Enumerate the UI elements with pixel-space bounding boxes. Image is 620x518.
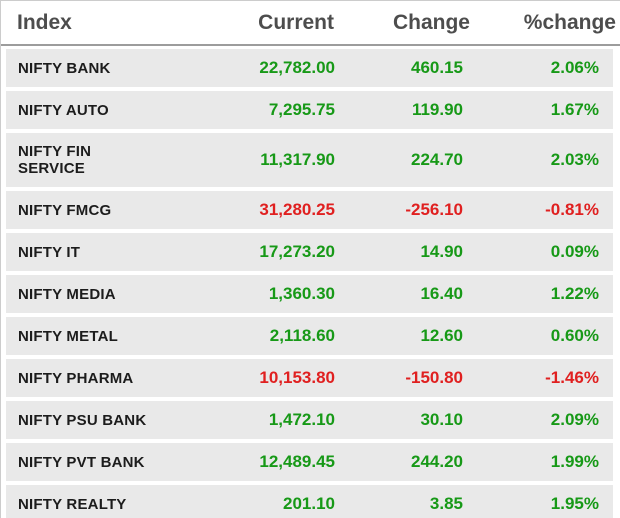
- pct-change-value: 2.06%: [550, 58, 599, 77]
- change-value: 16.40: [420, 284, 463, 303]
- index-name: NIFTY PSU BANK: [18, 411, 147, 429]
- table-row-nifty-media: NIFTY MEDIA 1,360.30 16.40 1.22%: [6, 275, 613, 313]
- index-name: NIFTY IT: [18, 243, 81, 261]
- table-row-nifty-bank: NIFTY BANK 22,782.00 460.15 2.06%: [6, 49, 613, 87]
- current-value: 11,317.90: [260, 150, 335, 169]
- pct-change-value: 0.09%: [550, 242, 599, 261]
- table-row-nifty-fin-service: NIFTY FIN SERVICE 11,317.90 224.70 2.03%: [6, 133, 613, 187]
- column-header-current: Current: [258, 10, 334, 34]
- index-name: NIFTY BANK: [18, 59, 111, 77]
- index-name: NIFTY PHARMA: [18, 369, 134, 387]
- current-value: 7,295.75: [268, 100, 335, 119]
- column-header-index: Index: [17, 10, 72, 34]
- table-row-nifty-psu-bank: NIFTY PSU BANK 1,472.10 30.10 2.09%: [6, 401, 613, 439]
- table-body: NIFTY BANK 22,782.00 460.15 2.06% NIFTY …: [1, 46, 620, 518]
- current-value: 17,273.20: [259, 242, 335, 261]
- index-name: NIFTY REALTY: [18, 495, 127, 513]
- change-value: 460.15: [411, 58, 463, 77]
- pct-change-value: 1.95%: [550, 494, 599, 513]
- index-name: NIFTY MEDIA: [18, 285, 116, 303]
- table-row-nifty-it: NIFTY IT 17,273.20 14.90 0.09%: [6, 233, 613, 271]
- pct-change-value: 0.60%: [550, 326, 599, 345]
- table-header-row: Index Current Change %change: [1, 1, 620, 46]
- table-row-nifty-realty: NIFTY REALTY 201.10 3.85 1.95%: [6, 485, 613, 518]
- change-value: -150.80: [405, 368, 463, 387]
- change-value: 119.90: [411, 100, 463, 119]
- pct-change-value: -0.81%: [545, 200, 599, 219]
- change-value: 3.85: [429, 494, 463, 513]
- pct-change-value: 2.03%: [550, 150, 599, 169]
- index-name: NIFTY FIN SERVICE: [18, 143, 92, 177]
- pct-change-value: 1.99%: [550, 452, 599, 471]
- current-value: 2,118.60: [269, 326, 335, 345]
- pct-change-value: 2.09%: [550, 410, 599, 429]
- current-value: 1,360.30: [268, 284, 335, 303]
- change-value: -256.10: [405, 200, 463, 219]
- index-name: NIFTY PVT BANK: [18, 453, 145, 471]
- pct-change-value: 1.22%: [550, 284, 599, 303]
- column-header-change: Change: [392, 10, 470, 34]
- current-value: 1,472.10: [268, 410, 335, 429]
- change-value: 12.60: [420, 326, 463, 345]
- pct-change-value: 1.67%: [550, 100, 599, 119]
- current-value: 31,280.25: [259, 200, 335, 219]
- change-value: 224.70: [411, 150, 463, 169]
- change-value: 14.90: [420, 242, 463, 261]
- index-name: NIFTY FMCG: [18, 201, 112, 219]
- index-name: NIFTY AUTO: [18, 101, 109, 119]
- current-value: 12,489.45: [259, 452, 335, 471]
- pct-change-value: -1.46%: [545, 368, 599, 387]
- current-value: 201.10: [283, 494, 335, 513]
- current-value: 22,782.00: [259, 58, 335, 77]
- table-row-nifty-pvt-bank: NIFTY PVT BANK 12,489.45 244.20 1.99%: [6, 443, 613, 481]
- change-value: 244.20: [411, 452, 463, 471]
- current-value: 10,153.80: [259, 368, 335, 387]
- index-name: NIFTY METAL: [18, 327, 118, 345]
- column-header-pct-change: %change: [523, 10, 616, 34]
- table-row-nifty-fmcg: NIFTY FMCG 31,280.25 -256.10 -0.81%: [6, 191, 613, 229]
- table-row-nifty-pharma: NIFTY PHARMA 10,153.80 -150.80 -1.46%: [6, 359, 613, 397]
- change-value: 30.10: [420, 410, 463, 429]
- table-row-nifty-auto: NIFTY AUTO 7,295.75 119.90 1.67%: [6, 91, 613, 129]
- table-row-nifty-metal: NIFTY METAL 2,118.60 12.60 0.60%: [6, 317, 613, 355]
